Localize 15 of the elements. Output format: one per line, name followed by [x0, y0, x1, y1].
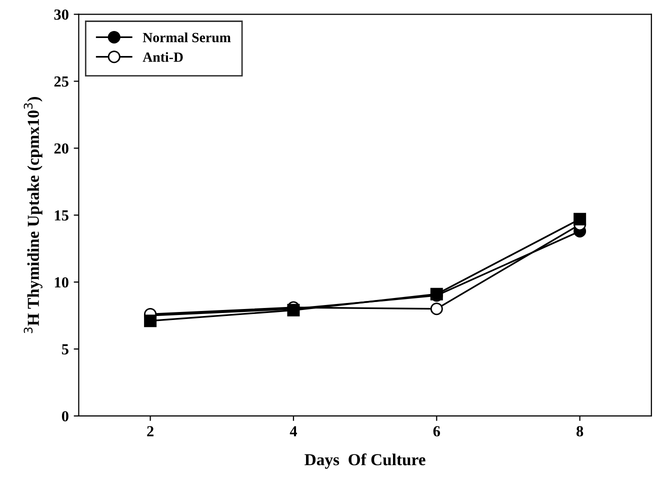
x-tick-label: 8 — [576, 426, 584, 436]
x-axis-title: Days Of Culture — [304, 453, 426, 469]
y-tick-label: 25 — [54, 76, 68, 87]
legend-label: Normal Serum — [142, 32, 231, 42]
x-tick-label: 2 — [147, 426, 154, 436]
y-tick-label: 15 — [54, 210, 68, 221]
y-tick-label: 30 — [54, 9, 68, 20]
y-tick-label: 0 — [62, 411, 68, 422]
x-tick-label: 6 — [433, 426, 440, 436]
y-tick-label: 10 — [54, 277, 68, 288]
x-tick-label: 4 — [290, 426, 298, 436]
legend-label: Anti-D — [142, 52, 183, 62]
y-axis-title: $^{3}$H Thymidine Uptake (cpmx10$^{3}$) — [24, 97, 42, 334]
y-tick-label: 5 — [62, 344, 68, 354]
y-tick-label: 20 — [54, 143, 68, 154]
